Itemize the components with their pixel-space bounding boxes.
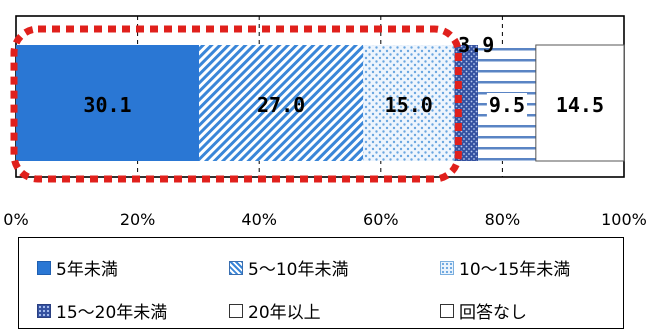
highlight-box — [10, 25, 462, 183]
x-tick-label: 20% — [120, 210, 156, 229]
legend-label: 10～15年未満 — [459, 260, 571, 280]
legend-item: 5年未満 — [37, 255, 118, 280]
legend: 5年未満 5～10年未満 10～15年未満 15～20年未満 20年以上 回答なし — [18, 237, 624, 329]
x-axis-ticks: 0% 20% 40% 60% 80% 100% — [3, 210, 647, 229]
legend-swatch — [229, 260, 243, 275]
legend-item: 5～10年未満 — [229, 255, 348, 280]
segment-value-label: 27.0 — [257, 93, 305, 117]
segment-value-label: 9.5 — [489, 93, 525, 117]
legend-item: 回答なし — [440, 298, 527, 323]
segment-value-label: 15.0 — [385, 93, 433, 117]
legend-item: 10～15年未満 — [440, 255, 570, 280]
label-background — [486, 93, 528, 117]
legend-swatch — [229, 303, 243, 318]
stacked-bar-chart: 30.1 27.0 15.0 3.9 9.5 14.5 0% 20% 40% 60% 80% 100… — [3, 15, 647, 229]
legend-label: 5年未満 — [56, 260, 118, 280]
x-tick-label: 80% — [485, 210, 521, 229]
bar-segment — [199, 45, 364, 161]
segment-value-label: 30.1 — [83, 93, 131, 117]
legend-swatch — [37, 303, 51, 318]
segment-value-label: 14.5 — [556, 93, 604, 117]
segment-value-label: 3.9 — [458, 33, 494, 57]
legend-item: 15～20年未満 — [37, 298, 167, 323]
x-tick-label: 0% — [3, 210, 28, 229]
highlight-box-group — [10, 25, 462, 183]
legend-label: 回答なし — [459, 303, 527, 323]
legend-item: 20年以上 — [229, 298, 321, 323]
bar-segment — [363, 45, 455, 161]
legend-swatch — [440, 303, 454, 318]
x-tick-label: 60% — [363, 210, 399, 229]
legend-label: 15～20年未満 — [56, 303, 168, 323]
bar-segment — [535, 44, 625, 162]
x-tick-label: 40% — [241, 210, 277, 229]
x-tick-label: 100% — [601, 210, 647, 229]
segment-labels: 30.1 27.0 15.0 3.9 9.5 14.5 — [83, 33, 604, 117]
bar-segment — [16, 45, 200, 161]
legend-label: 20年以上 — [248, 303, 321, 323]
legend-swatch — [440, 260, 454, 275]
legend-swatch — [37, 260, 51, 275]
legend-label: 5～10年未満 — [248, 260, 349, 280]
